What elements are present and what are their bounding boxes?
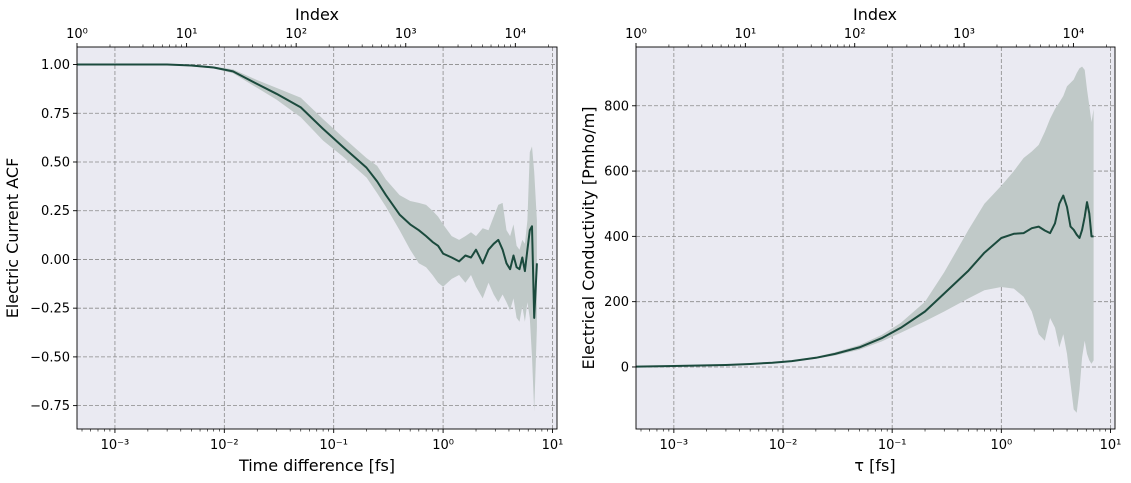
- conductivity-top-xtick-label-2: 10²: [844, 27, 866, 42]
- conductivity-top-xtick-label-4: 10⁴: [1063, 27, 1085, 42]
- acf-mean-line-0: [77, 63, 538, 319]
- acf-ylabel: Electric Current ACF: [3, 158, 22, 319]
- acf-band-layer: [77, 64, 537, 412]
- conductivity-ticks: 10⁻³ 10⁻² 10⁻¹ 10⁰ 10¹ 10⁰ 10¹ 10² 10³ 10⁴ 800 600 4…: [604, 27, 1121, 453]
- conductivity-ytick-label-4: 0: [621, 360, 629, 375]
- acf-top-xtick-label-3: 10³: [395, 27, 417, 42]
- acf-ytick-label-2: 0.50: [41, 155, 70, 170]
- conductivity-std-band-0: [636, 66, 1094, 413]
- conductivity-panel: 10⁻³ 10⁻² 10⁻¹ 10⁰ 10¹ 10⁰ 10¹ 10² 10³ 10⁴ 800 600 4…: [579, 5, 1121, 475]
- acf-xtick-label-0: 10⁻³: [101, 438, 130, 453]
- conductivity-xtick-label-4: 10¹: [1100, 438, 1122, 453]
- acf-ytick-label-3: 0.25: [41, 204, 70, 219]
- acf-ytick-label-1: 0.75: [41, 107, 70, 122]
- conductivity-band-layer: [636, 66, 1094, 413]
- acf-top-xtick-label-2: 10²: [285, 27, 307, 42]
- acf-ticks: 10⁻³ 10⁻² 10⁻¹ 10⁰ 10¹ 10⁰ 10¹ 10² 10³ 10⁴ 1.00 0.7…: [30, 27, 563, 453]
- acf-top-xtick-label-0: 10⁰: [66, 27, 88, 42]
- conductivity-mean-line-0: [635, 194, 1094, 368]
- conductivity-top-xtick-label-0: 10⁰: [625, 27, 647, 42]
- acf-xtick-label-1: 10⁻²: [210, 438, 239, 453]
- conductivity-ylabel: Electrical Conductivity [Pmho/m]: [579, 107, 598, 370]
- conductivity-top-xlabel: Index: [853, 5, 897, 24]
- acf-top-xtick-label-1: 10¹: [176, 27, 198, 42]
- acf-top-xtick-label-4: 10⁴: [504, 27, 526, 42]
- acf-ytick-label-6: −0.50: [30, 350, 70, 365]
- acf-xtick-label-2: 10⁻¹: [319, 438, 348, 453]
- acf-xlabel: Time difference [fs]: [238, 456, 395, 475]
- conductivity-top-xtick-label-1: 10¹: [734, 27, 756, 42]
- conductivity-xtick-label-0: 10⁻³: [660, 438, 689, 453]
- acf-std-band-0: [77, 64, 537, 412]
- acf-xtick-label-4: 10¹: [542, 438, 564, 453]
- conductivity-xlabel: τ [fs]: [854, 456, 895, 475]
- conductivity-ytick-label-3: 200: [604, 295, 629, 310]
- conductivity-xtick-label-1: 10⁻²: [769, 438, 798, 453]
- acf-ytick-label-4: 0.00: [41, 253, 70, 268]
- conductivity-xtick-label-3: 10⁰: [990, 438, 1012, 453]
- conductivity-top-xtick-label-3: 10³: [953, 27, 975, 42]
- acf-ytick-label-0: 1.00: [41, 58, 70, 73]
- acf-line-layer: [77, 63, 538, 319]
- acf-ytick-label-7: −0.75: [30, 399, 70, 414]
- conductivity-ytick-label-0: 800: [604, 99, 629, 114]
- acf-top-xlabel: Index: [295, 5, 339, 24]
- conductivity-ytick-label-1: 600: [604, 165, 629, 180]
- conductivity-line-layer: [635, 194, 1094, 368]
- acf-ytick-label-5: −0.25: [30, 302, 70, 317]
- acf-xtick-label-3: 10⁰: [432, 438, 454, 453]
- conductivity-xtick-label-2: 10⁻¹: [878, 438, 907, 453]
- acf-panel: 10⁻³ 10⁻² 10⁻¹ 10⁰ 10¹ 10⁰ 10¹ 10² 10³ 10⁴ 1.00 0.7…: [3, 5, 563, 475]
- conductivity-ytick-label-2: 400: [604, 230, 629, 245]
